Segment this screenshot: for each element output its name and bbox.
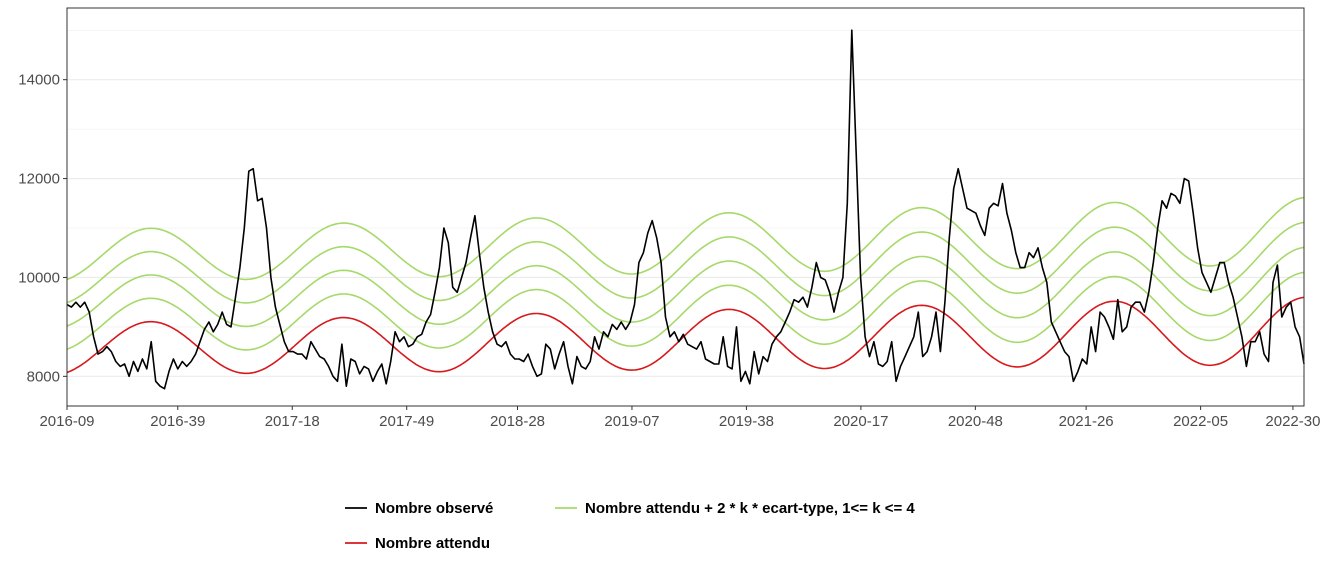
y-tick-label: 14000	[18, 72, 60, 89]
x-tick-label: 2016-09	[39, 413, 94, 430]
threshold-line-k1	[66, 271, 1305, 351]
legend-label: Nombre attendu	[375, 535, 490, 552]
legend-label: Nombre attendu + 2 * k * ecart-type, 1<=…	[585, 500, 915, 517]
threshold-line-k4	[66, 196, 1305, 281]
x-tick-label: 2022-05	[1173, 413, 1228, 430]
x-tick-label: 2020-48	[948, 413, 1003, 430]
x-axis: 2016-09 2016-39 2017-18 2017-49 2018-28 2019-…	[39, 406, 1320, 430]
x-tick-label: 2017-49	[379, 413, 434, 430]
y-tick-label: 8000	[27, 368, 60, 385]
expected-series	[66, 296, 1305, 375]
x-tick-label: 2020-17	[833, 413, 888, 430]
observed-line	[66, 29, 1305, 390]
x-tick-label: 2018-28	[490, 413, 545, 430]
x-tick-label: 2016-39	[150, 413, 205, 430]
x-tick-label: 2022-30	[1265, 413, 1320, 430]
y-tick-label: 10000	[18, 269, 60, 286]
gridlines	[67, 29, 1304, 377]
threshold-line-k2	[66, 246, 1305, 328]
y-axis: 8000 10000 12000 14000	[18, 72, 67, 385]
expected-line	[66, 296, 1305, 375]
x-tick-label: 2017-18	[265, 413, 320, 430]
plot-panel-border	[66, 7, 1305, 407]
x-tick-label: 2019-07	[604, 413, 659, 430]
observed-series	[66, 29, 1305, 390]
legend-label: Nombre observé	[375, 500, 493, 517]
y-tick-label: 12000	[18, 171, 60, 188]
x-tick-label: 2019-38	[719, 413, 774, 430]
x-tick-label: 2021-26	[1059, 413, 1114, 430]
legend: Nombre observé Nombre attendu + 2 * k * e…	[345, 500, 915, 552]
